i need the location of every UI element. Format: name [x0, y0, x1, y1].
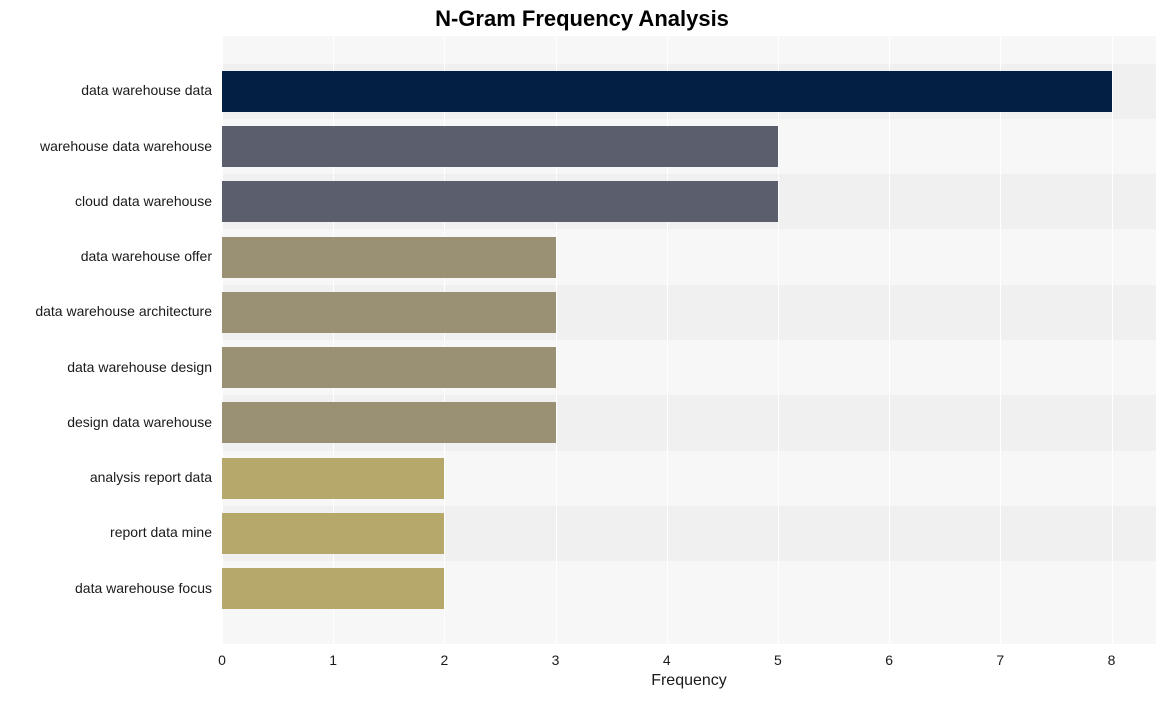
ngram-frequency-chart: N-Gram Frequency Analysis Frequency 0 1 2 3… [0, 0, 1164, 701]
bar [222, 292, 556, 333]
y-tick-label: data warehouse focus [2, 580, 212, 596]
chart-title: N-Gram Frequency Analysis [0, 6, 1164, 32]
x-tick-label: 2 [424, 652, 464, 668]
x-tick-label: 0 [202, 652, 242, 668]
y-tick-label: analysis report data [2, 469, 212, 485]
bar [222, 568, 444, 609]
bar [222, 126, 778, 167]
y-tick-label: data warehouse design [2, 359, 212, 375]
x-tick-label: 7 [980, 652, 1020, 668]
bar [222, 402, 556, 443]
grid-line [1000, 36, 1001, 644]
y-tick-label: warehouse data warehouse [2, 138, 212, 154]
x-tick-label: 5 [758, 652, 798, 668]
x-tick-label: 8 [1092, 652, 1132, 668]
bar [222, 181, 778, 222]
x-tick-label: 1 [313, 652, 353, 668]
y-tick-label: cloud data warehouse [2, 193, 212, 209]
y-tick-label: data warehouse offer [2, 248, 212, 264]
grid-line [1112, 36, 1113, 644]
bar [222, 347, 556, 388]
y-tick-label: data warehouse architecture [2, 303, 212, 319]
grid-line [778, 36, 779, 644]
x-axis-title: Frequency [222, 672, 1156, 690]
x-tick-label: 3 [536, 652, 576, 668]
grid-line [889, 36, 890, 644]
x-tick-label: 6 [869, 652, 909, 668]
bar [222, 458, 444, 499]
plot-area [222, 36, 1156, 644]
y-tick-label: design data warehouse [2, 414, 212, 430]
bar [222, 237, 556, 278]
bar [222, 513, 444, 554]
y-tick-label: report data mine [2, 524, 212, 540]
x-tick-label: 4 [647, 652, 687, 668]
y-tick-label: data warehouse data [2, 82, 212, 98]
bar [222, 71, 1112, 112]
